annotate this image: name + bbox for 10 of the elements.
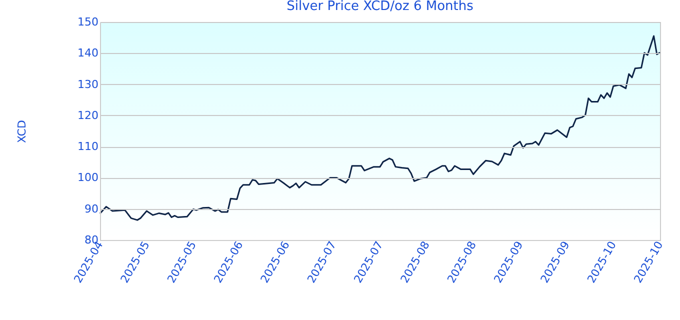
y-tick-label: 120 xyxy=(78,108,98,122)
chart-title: Silver Price XCD/oz 6 Months xyxy=(286,0,474,14)
y-tick-label: 130 xyxy=(78,78,98,91)
line-series xyxy=(99,35,661,221)
y-axis-title: XCD xyxy=(16,120,29,143)
y-tick-label: 140 xyxy=(78,46,98,60)
y-tick-label: 150 xyxy=(78,16,98,28)
y-tick-label: 110 xyxy=(78,140,98,154)
y-tick-label: 90 xyxy=(84,202,98,216)
y-tick-label: 100 xyxy=(78,171,98,184)
